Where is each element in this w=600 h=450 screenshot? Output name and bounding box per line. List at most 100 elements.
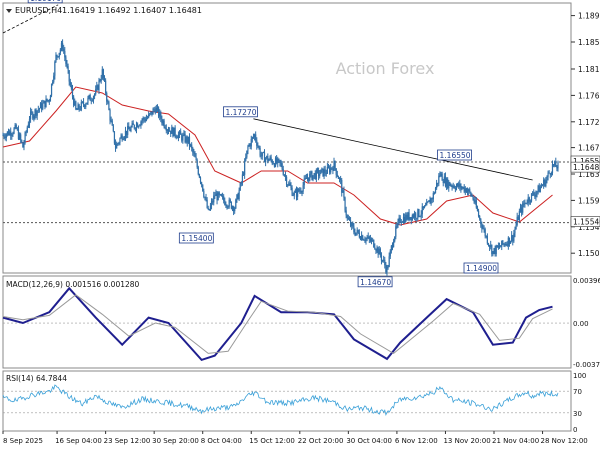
candle-body — [397, 220, 399, 226]
candle-body — [364, 239, 366, 241]
candle-body — [301, 191, 303, 193]
candle-body — [242, 174, 245, 176]
price-tick-label: 1.18990 — [578, 12, 600, 21]
candle-body — [285, 176, 288, 185]
macd-axis: 0.003964 0.00 -0.003774 — [573, 277, 600, 369]
price-grid — [3, 161, 571, 224]
candle-body — [375, 249, 377, 251]
macd-tick-label: 0.003964 — [573, 277, 600, 285]
candle-body — [388, 256, 390, 267]
candle-body — [187, 136, 189, 143]
candle-body — [482, 228, 484, 230]
rsi-axis: 100 70 30 0 — [573, 372, 586, 434]
candle-body — [333, 161, 335, 171]
candle-body — [451, 185, 453, 187]
candle-body — [418, 209, 420, 217]
candle-body — [399, 217, 401, 222]
candle-body — [201, 182, 203, 185]
candle-body — [203, 191, 205, 197]
candle-body — [13, 128, 15, 134]
candle-body — [106, 93, 108, 102]
candle-body — [438, 175, 440, 184]
candle-body — [505, 243, 507, 245]
candle-body — [70, 85, 73, 89]
candle-body — [129, 129, 131, 131]
candle-body — [325, 173, 327, 174]
candle-body — [262, 152, 264, 154]
candle-body — [540, 186, 543, 188]
candle-body — [354, 232, 356, 236]
dropdown-triangle-icon[interactable] — [6, 9, 12, 13]
candle-body — [320, 169, 322, 175]
price-tick-label: 1.15470 — [578, 223, 600, 232]
candle-body — [184, 133, 186, 143]
candle-body — [448, 182, 450, 189]
candle-body — [48, 100, 50, 102]
candle-body — [412, 215, 415, 218]
candle-body — [57, 56, 59, 58]
candle-body — [413, 213, 416, 218]
candle-body — [348, 219, 351, 221]
candle-body — [241, 174, 244, 183]
candle-body — [490, 244, 492, 248]
candle-body — [432, 193, 434, 200]
candle-body — [327, 166, 330, 168]
candle-body — [161, 118, 163, 124]
candle-body — [470, 192, 472, 196]
candle-body — [80, 102, 82, 110]
candle-body — [384, 259, 386, 266]
candle-body — [268, 159, 270, 162]
price-annotations: 1.19170 1.17270 1.16550 1.15400 1.14670 1.149… — [27, 0, 499, 288]
rsi-tick-label: 0 — [573, 426, 577, 434]
swing-label: 1.15400 — [181, 234, 212, 243]
swing-label-box — [27, 0, 63, 4]
candle-body — [219, 194, 221, 196]
candle-body — [68, 70, 70, 82]
candle-body — [64, 51, 66, 58]
trendline[interactable] — [253, 118, 533, 181]
candle-body — [319, 174, 321, 177]
candle-body — [406, 214, 408, 220]
candle-body — [314, 173, 316, 180]
candle-body — [430, 198, 432, 204]
candle-body — [43, 100, 45, 104]
candle-body — [76, 109, 78, 111]
candle-body — [410, 217, 412, 221]
candle-body — [455, 185, 458, 190]
candle-body — [258, 146, 260, 148]
candle-body — [323, 169, 325, 177]
candle-body — [193, 152, 195, 154]
candle-body — [316, 169, 319, 171]
candle-body — [415, 213, 417, 219]
price-panel-frame — [2, 2, 572, 274]
candle-body — [290, 185, 292, 188]
candle-body — [248, 144, 250, 147]
candle-body — [163, 120, 165, 127]
candle-body — [305, 178, 308, 179]
candle-body — [58, 52, 60, 58]
candle-body — [103, 77, 106, 81]
candle-body — [144, 119, 146, 121]
candle-body — [509, 241, 512, 244]
trendline[interactable] — [2, 4, 59, 34]
candle-body — [338, 178, 341, 180]
rsi-layer — [2, 384, 571, 417]
candle-body — [180, 131, 182, 135]
candle-body — [54, 61, 56, 76]
candle-body — [298, 188, 300, 192]
candle-body — [383, 259, 385, 261]
price-marker-label: 1.16481 — [573, 163, 600, 172]
candle-body — [359, 237, 362, 240]
candle-body — [483, 228, 485, 230]
candle-body — [199, 177, 202, 183]
candle-body — [295, 190, 298, 197]
candle-body — [208, 209, 210, 211]
candle-body — [38, 108, 41, 110]
candle-body — [84, 104, 86, 107]
candle-body — [271, 160, 273, 164]
candle-body — [228, 199, 230, 207]
candle-body — [437, 182, 439, 184]
candle-body — [49, 95, 52, 102]
candle-body — [225, 204, 227, 206]
candle-body — [277, 158, 279, 164]
